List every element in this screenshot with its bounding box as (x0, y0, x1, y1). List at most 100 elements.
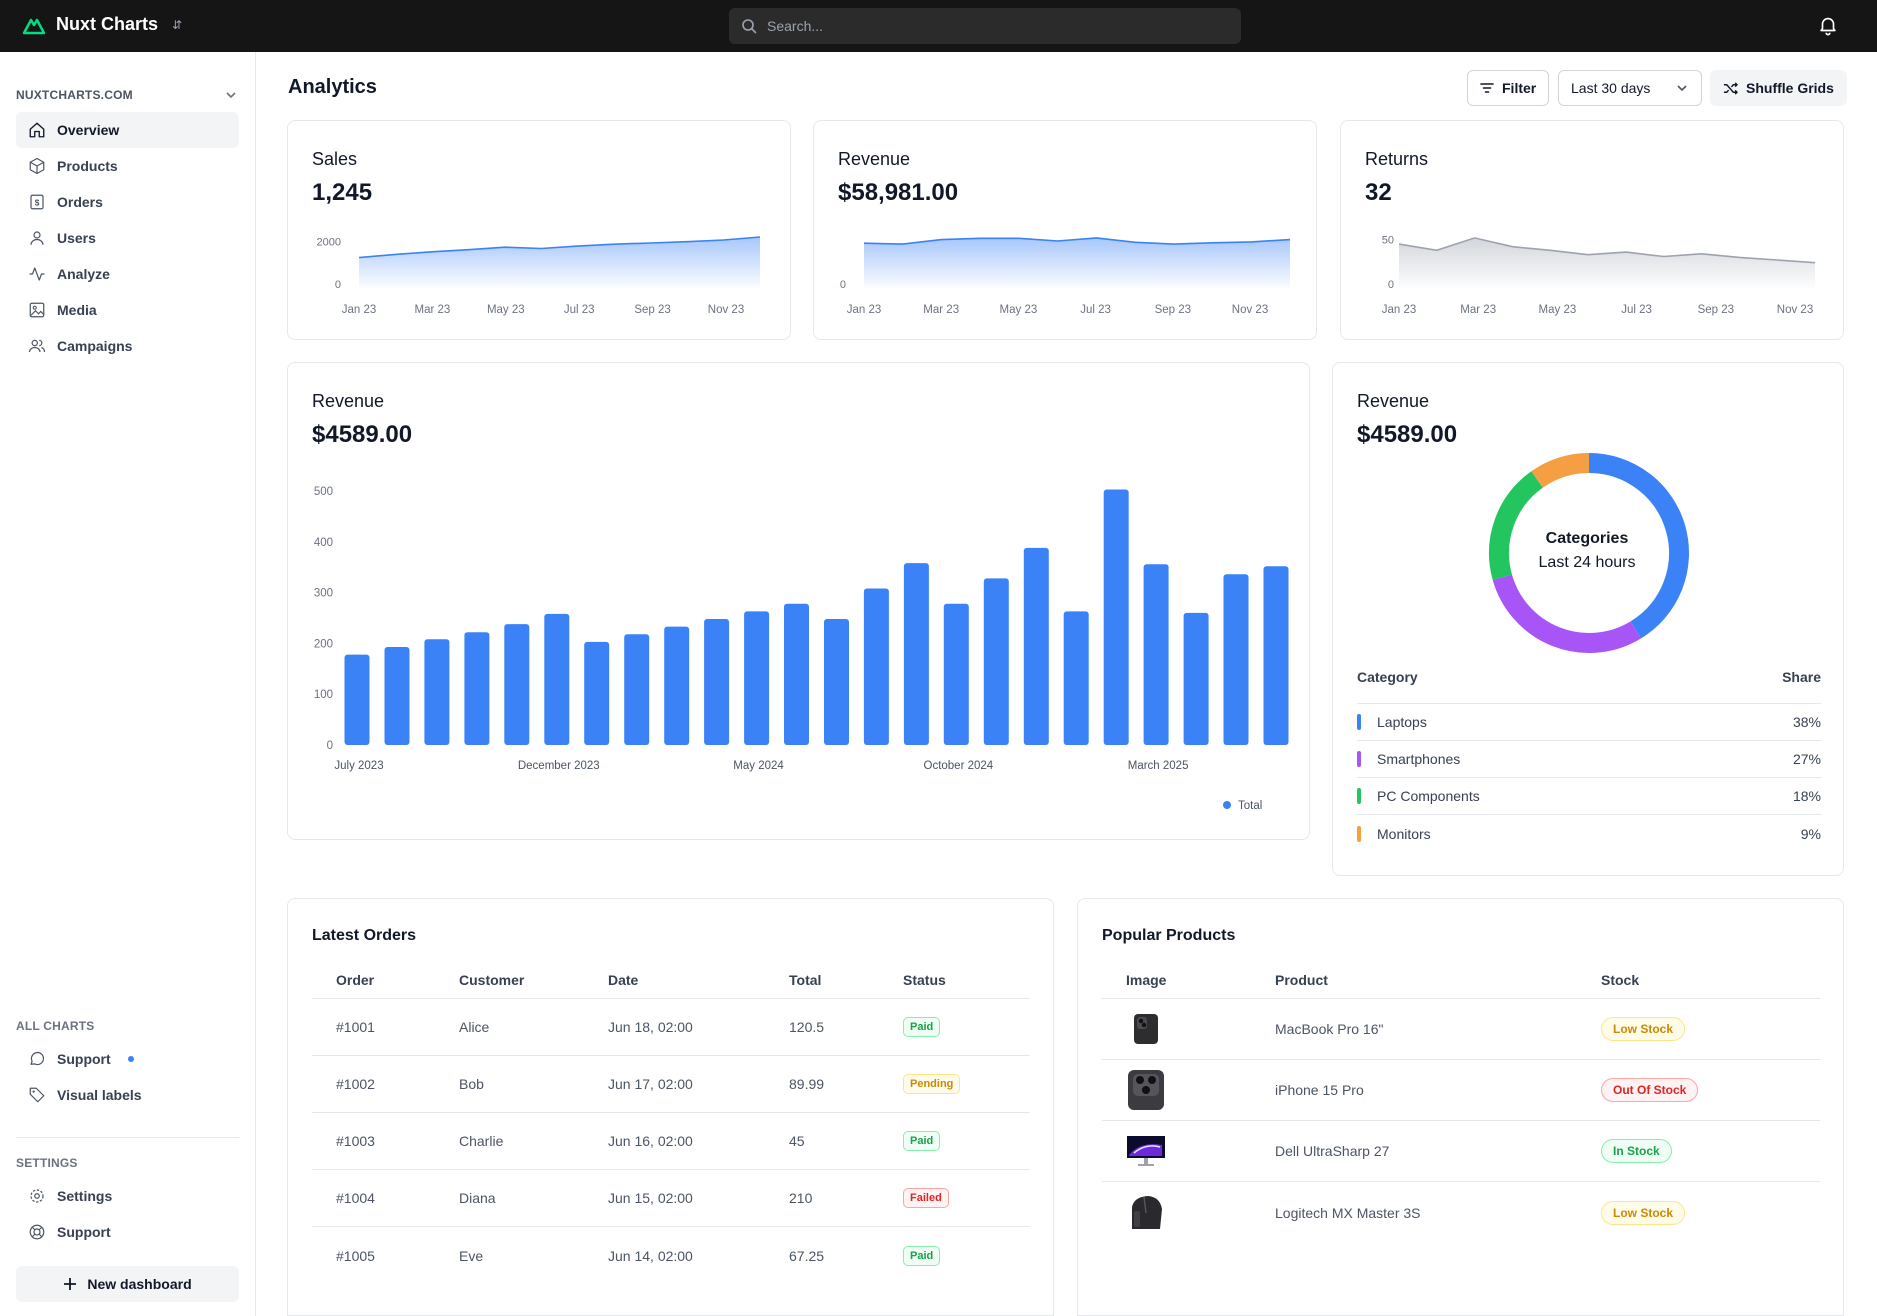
notification-dot (127, 1056, 134, 1062)
table-row[interactable]: Logitech MX Master 3S Low Stock (1102, 1182, 1820, 1243)
bar (943, 603, 969, 745)
category-name: Laptops (1377, 714, 1427, 730)
shuffle-grids-button[interactable]: Shuffle Grids (1710, 70, 1847, 106)
donut-card-value: $4589.00 (1357, 421, 1458, 448)
col-stock: Stock (1601, 971, 1640, 988)
col-order: Order (336, 971, 375, 988)
x-tick-label: Jul 23 (564, 304, 595, 316)
y-tick-label: 100 (314, 689, 333, 701)
bell-icon[interactable] (1817, 14, 1839, 36)
category-donut-card: Revenue $4589.00 Categories Last 24 hour… (1332, 362, 1844, 876)
settings-label: SETTINGS (16, 1156, 78, 1170)
chevron-up-down-icon[interactable]: ⇵ (172, 17, 183, 32)
x-tick-label: Sep 23 (634, 304, 670, 316)
area-line (863, 237, 1291, 245)
product-name: Logitech MX Master 3S (1275, 1204, 1421, 1221)
x-tick-label: Jul 23 (1621, 304, 1652, 316)
sidebar-item-label: Products (57, 158, 118, 174)
box-icon (29, 157, 45, 175)
product-name: Dell UltraSharp 27 (1275, 1143, 1390, 1159)
search-input[interactable]: Search... (729, 8, 1241, 44)
category-color-marker (1357, 751, 1361, 767)
x-tick-label: Jan 23 (342, 304, 377, 316)
bar (584, 641, 610, 745)
table-row[interactable]: MacBook Pro 16" Low Stock (1102, 999, 1820, 1060)
table-row[interactable]: #1001 Alice Jun 18, 02:00 120.5 Paid (312, 999, 1030, 1056)
area-line (1398, 237, 1816, 264)
sidebar-item-overview[interactable]: Overview (16, 112, 239, 148)
x-tick-label: Jan 23 (1382, 304, 1417, 316)
table-row[interactable]: #1003 Charlie Jun 16, 02:00 45 Paid (312, 1113, 1030, 1170)
sidebar-item-help-support[interactable]: Support (16, 1214, 239, 1250)
y-tick-label: 0 (335, 279, 341, 291)
sidebar-item-label: Orders (57, 194, 103, 210)
customer-name: Charlie (459, 1133, 504, 1149)
donut-slice (1489, 471, 1544, 580)
legend-label: Total (1238, 800, 1262, 812)
order-total: 45 (789, 1133, 805, 1149)
table-row[interactable]: iPhone 15 Pro Out Of Stock (1102, 1060, 1820, 1121)
status-badge: Paid (903, 1245, 941, 1266)
filter-label: Filter (1502, 80, 1537, 96)
kpi-title: Revenue (838, 149, 911, 169)
col-total: Total (789, 971, 822, 988)
revenue-area-chart: 0 Jan 23 Mar 23 May 23 Jul 23 Sep 23 Nov 23 (840, 237, 1291, 316)
table-row[interactable]: #1004 Diana Jun 15, 02:00 210 Failed (312, 1170, 1030, 1227)
activity-icon (29, 267, 45, 281)
sidebar-item-orders[interactable]: $ Orders (16, 184, 239, 220)
main-nav: Overview Products $ Orders Users Analyze… (16, 112, 239, 364)
sidebar-item-products[interactable]: Products (16, 148, 239, 184)
image-icon (29, 302, 45, 318)
table-row[interactable]: #1002 Bob Jun 17, 02:00 89.99 Pending (312, 1056, 1030, 1113)
latest-orders-card: Latest Orders Order Customer Date Total … (287, 898, 1054, 1316)
table-row[interactable]: #1005 Eve Jun 14, 02:00 67.25 Paid (312, 1227, 1030, 1284)
order-date: Jun 15, 02:00 (608, 1190, 693, 1206)
new-dashboard-button[interactable]: New dashboard (16, 1266, 239, 1302)
kpi-title: Sales (312, 149, 358, 169)
table-row[interactable]: Dell UltraSharp 27 In Stock (1102, 1121, 1820, 1182)
area-line (358, 236, 761, 259)
order-id: #1004 (336, 1190, 375, 1206)
chevron-down-icon (226, 92, 236, 99)
sidebar-item-settings[interactable]: Settings (16, 1178, 239, 1214)
dollar-icon: $ (30, 194, 44, 210)
date-range-select[interactable]: Last 30 days (1558, 70, 1702, 106)
gear-icon (30, 1189, 44, 1203)
orders-table: Order Customer Date Total Status #1001 Al… (312, 961, 1030, 1284)
y-tick-label: 400 (314, 537, 333, 549)
brand[interactable]: Nuxt Charts ⇵ (22, 14, 182, 35)
category-share: 18% (1792, 788, 1821, 804)
sidebar-item-users[interactable]: Users (16, 220, 239, 256)
sidebar-item-visual-labels[interactable]: Visual labels (16, 1077, 239, 1113)
sidebar-item-campaigns[interactable]: Campaigns (16, 328, 239, 364)
bar (344, 654, 370, 745)
products-title: Popular Products (1102, 927, 1236, 944)
product-image-cell (1102, 1192, 1275, 1234)
revenue-title: Revenue (312, 391, 385, 411)
sidebar-item-analyze[interactable]: Analyze (16, 256, 239, 292)
customer-name: Alice (459, 1019, 490, 1035)
all-charts-label: ALL CHARTS (16, 1019, 95, 1033)
new-dashboard-label: New dashboard (87, 1276, 192, 1292)
y-tick-label: 50 (1382, 235, 1394, 247)
order-total: 89.99 (789, 1076, 825, 1092)
order-id: #1005 (336, 1247, 375, 1264)
site-switcher[interactable]: NUXTCHARTS.COM (16, 88, 238, 102)
mouse-image (1126, 1192, 1166, 1234)
sidebar-item-media[interactable]: Media (16, 292, 239, 328)
category-name: Smartphones (1377, 751, 1461, 767)
bar (704, 619, 730, 745)
category-donut-chart (1489, 453, 1689, 653)
filter-button[interactable]: Filter (1467, 70, 1550, 106)
message-icon (30, 1051, 45, 1066)
product-image-cell (1102, 1069, 1275, 1111)
phone-back-image (1126, 1008, 1166, 1050)
sidebar-item-support[interactable]: Support (16, 1041, 239, 1077)
bar (624, 634, 650, 745)
donut-center-subtitle: Last 24 hours (1538, 554, 1636, 571)
x-tick-label: May 23 (487, 304, 525, 316)
legend-dot (1223, 801, 1231, 809)
col-date: Date (608, 971, 639, 988)
products-table: Image Product Stock MacBook Pro 16" Low S… (1102, 961, 1820, 1243)
orders-title: Latest Orders (312, 927, 417, 944)
